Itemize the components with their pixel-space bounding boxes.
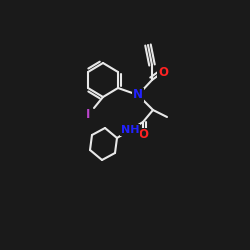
Text: O: O: [138, 128, 148, 141]
Text: N: N: [133, 88, 143, 102]
Text: NH: NH: [121, 125, 139, 135]
Text: O: O: [158, 66, 168, 78]
Text: I: I: [86, 108, 90, 120]
